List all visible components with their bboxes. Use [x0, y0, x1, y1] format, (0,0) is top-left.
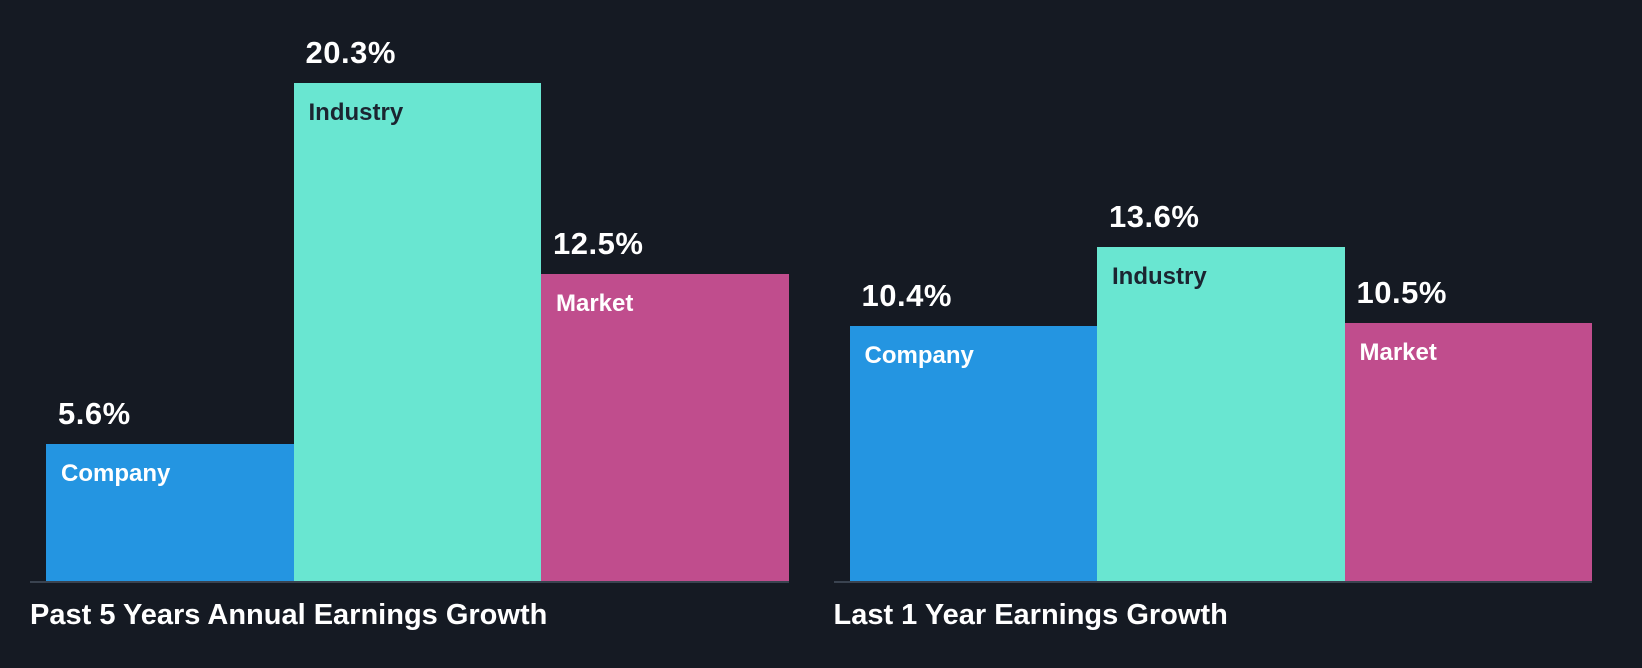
chart-past-5-years: 5.6% Company 20.3% Industry 12.5% Market Past… [30, 35, 789, 632]
earnings-growth-comparison: 5.6% Company 20.3% Industry 12.5% Market Past… [30, 35, 1592, 632]
bar-market: 12.5% Market [541, 226, 789, 581]
bar-value-label: 12.5% [553, 226, 644, 262]
bar-industry: 13.6% Industry [1097, 199, 1345, 581]
plot-area-past-5-years: 5.6% Company 20.3% Industry 12.5% Market [30, 35, 789, 583]
bar-value-label: 10.4% [861, 277, 952, 313]
bar-category-label: Industry [308, 99, 404, 126]
plot-area-last-1-year: 10.4% Company 13.6% Industry 10.5% Market [833, 83, 1592, 583]
bar-value-label: 5.6% [58, 395, 131, 431]
bar-value-label: 10.5% [1356, 275, 1447, 311]
bar-industry: 20.3% Industry [293, 35, 541, 581]
bar-company: 5.6% Company [46, 396, 294, 581]
chart-title: Past 5 Years Annual Earnings Growth [30, 599, 548, 631]
bar-market: 10.5% Market [1344, 275, 1592, 581]
bar-category-label: Company [61, 459, 171, 487]
bar-category-label: Market [1359, 339, 1437, 367]
chart-last-1-year: 10.4% Company 13.6% Industry 10.5% Market Las… [833, 83, 1592, 632]
chart-title: Last 1 Year Earnings Growth [833, 599, 1228, 631]
bar-category-label: Market [556, 290, 634, 318]
bar-category-label: Industry [1112, 263, 1207, 291]
bar-value-label: 13.6% [1109, 199, 1200, 235]
bar-company: 10.4% Company [849, 278, 1097, 581]
bar-value-label: 20.3% [305, 35, 396, 70]
bar-category-label: Company [864, 341, 974, 369]
